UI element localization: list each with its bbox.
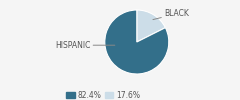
Text: BLACK: BLACK: [153, 9, 189, 20]
Legend: 82.4%, 17.6%: 82.4%, 17.6%: [66, 90, 141, 100]
Text: HISPANIC: HISPANIC: [55, 41, 115, 50]
Wedge shape: [137, 10, 165, 42]
Wedge shape: [105, 10, 169, 74]
